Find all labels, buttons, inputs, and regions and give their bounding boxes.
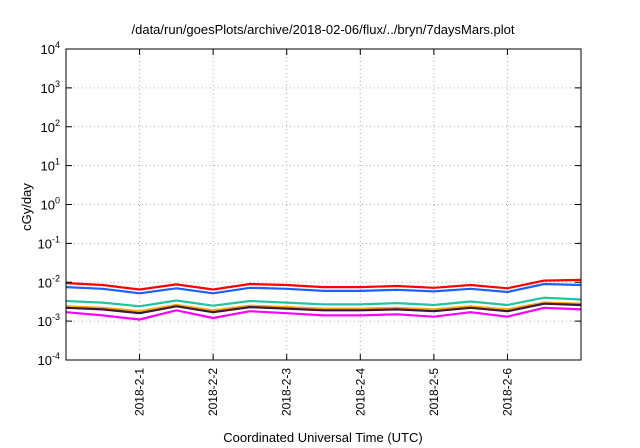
y-axis-label: cGy/day bbox=[19, 183, 34, 231]
plot-frame bbox=[65, 48, 582, 361]
y-tick-label: 10-2 bbox=[38, 273, 60, 290]
series-line-6 bbox=[65, 306, 582, 321]
series-line-1 bbox=[65, 278, 582, 291]
y-tick-label: 102 bbox=[41, 118, 60, 135]
series-line-5 bbox=[65, 302, 582, 315]
y-tick-label: 10-4 bbox=[38, 351, 60, 368]
ticks: 10-4 10-3 10-2 10-1 100 101 102 103 104 2018-2-1 2… bbox=[38, 40, 581, 416]
x-axis-label: Coordinated Universal Time (UTC) bbox=[223, 430, 422, 445]
chart-title: /data/run/goesPlots/archive/2018-02-06/f… bbox=[132, 22, 515, 37]
series-line-4 bbox=[65, 301, 582, 313]
series-layer bbox=[65, 278, 582, 321]
y-tick-label: 100 bbox=[41, 196, 60, 213]
x-tick-label: 2018-2-2 bbox=[206, 368, 220, 416]
y-tick-label: 104 bbox=[41, 40, 60, 57]
series-line-3 bbox=[65, 296, 582, 308]
y-tick-label: 10-3 bbox=[38, 312, 60, 329]
x-tick-label: 2018-2-6 bbox=[500, 368, 514, 416]
y-tick-label: 10-1 bbox=[38, 234, 60, 251]
x-tick-label: 2018-2-4 bbox=[353, 368, 367, 416]
x-tick-label: 2018-2-3 bbox=[280, 368, 294, 416]
x-tick-label: 2018-2-5 bbox=[427, 368, 441, 416]
y-tick-label: 101 bbox=[41, 157, 60, 174]
y-tick-label: 103 bbox=[41, 79, 60, 96]
x-tick-label: 2018-2-1 bbox=[133, 368, 147, 416]
series-line-2 bbox=[65, 282, 582, 295]
